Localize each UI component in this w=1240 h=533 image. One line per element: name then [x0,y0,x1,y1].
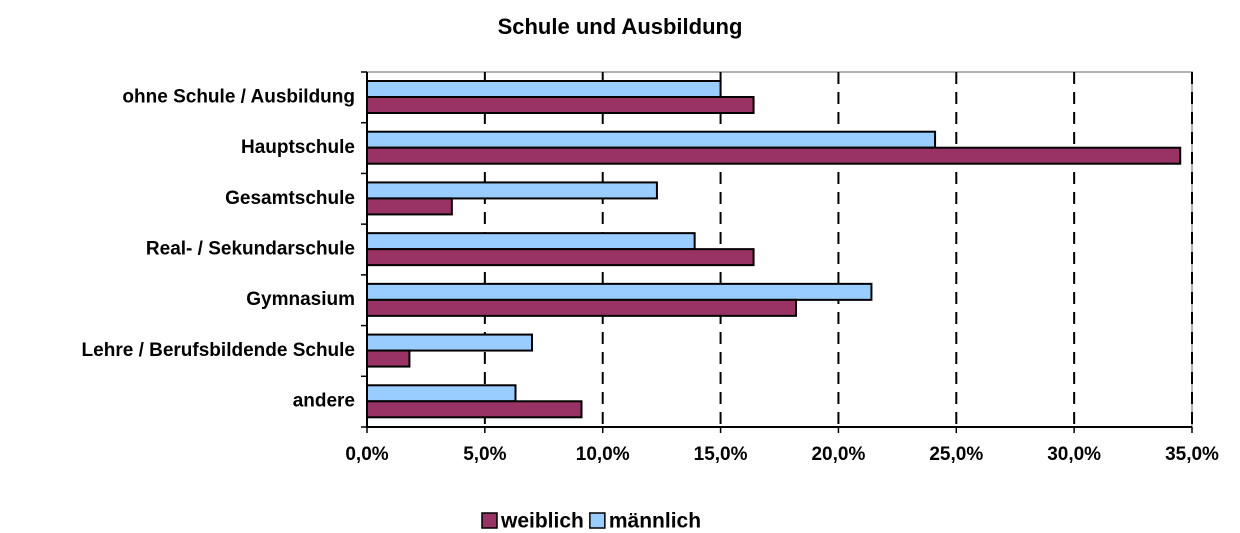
bar [366,333,533,352]
bar [366,146,1182,165]
bar [366,349,411,368]
y-tick-label: Gesamtschule [225,188,355,209]
x-tick-label: 25,0% [929,444,983,465]
y-tick-label: Hauptschule [241,137,355,158]
bar [366,384,517,403]
y-tick-label: andere [293,391,355,412]
y-tick-label: ohne Schule / Ausbildung [122,86,355,107]
x-tick-label: 10,0% [576,444,630,465]
y-tick-label: Gymnasium [246,289,355,310]
x-tick-label: 5,0% [463,444,506,465]
bar [366,197,453,216]
chart-title: Schule und Ausbildung [498,14,743,39]
bar [366,232,696,251]
bar [366,400,583,419]
bar [366,248,755,267]
bar [366,181,658,200]
bar [366,130,937,149]
legend-label: weiblich [500,510,584,533]
legend-swatch [589,512,606,529]
bar [366,96,755,114]
bar [366,80,722,98]
x-tick-label: 30,0% [1047,444,1101,465]
y-tick-label: Lehre / Berufsbildende Schule [82,340,355,361]
x-tick-label: 15,0% [694,444,748,465]
bar [366,298,797,317]
x-tick-label: 20,0% [811,444,865,465]
legend-label: männlich [609,510,701,533]
x-tick-label: 35,0% [1165,444,1219,465]
legend-swatch [481,512,498,529]
x-tick-label: 0,0% [345,444,388,465]
bar [366,282,873,301]
y-tick-label: Real- / Sekundarschule [146,239,355,260]
